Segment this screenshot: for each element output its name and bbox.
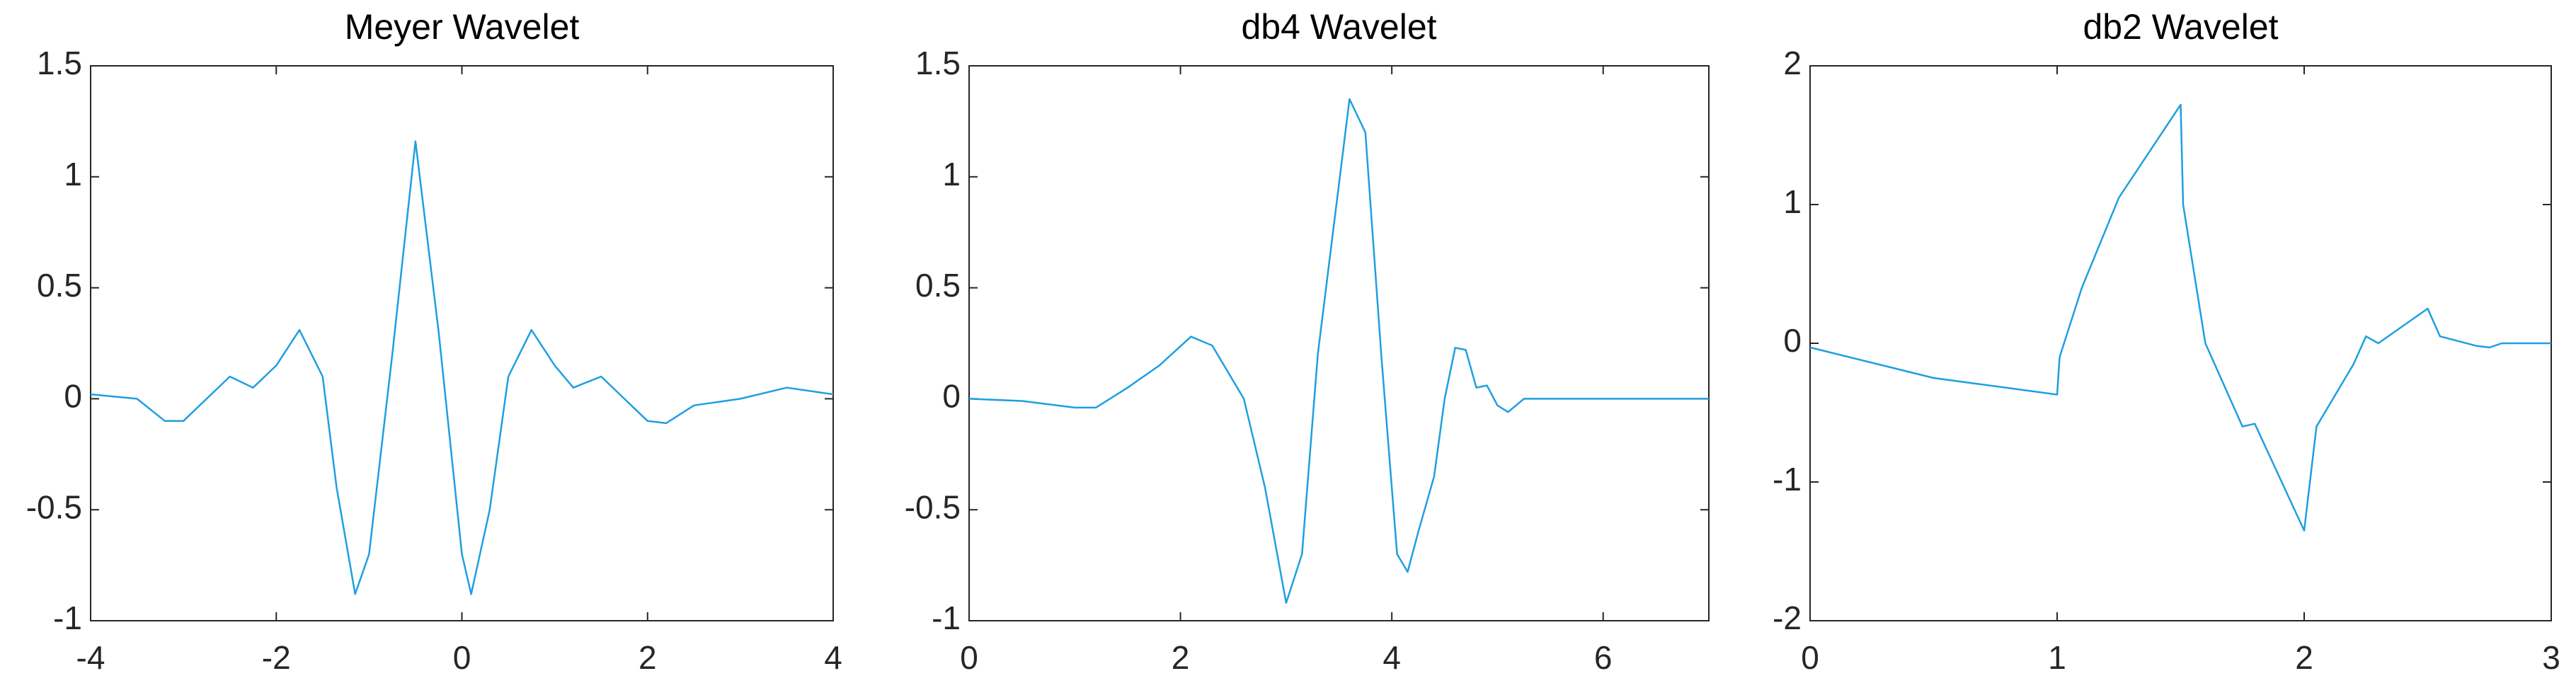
x-tick-label: 2 <box>2295 639 2313 676</box>
y-tick-label: 1.5 <box>915 45 961 81</box>
data-line <box>90 140 834 595</box>
y-tick-label: -0.5 <box>26 488 82 525</box>
x-tick-label: 4 <box>824 639 842 676</box>
y-tick-label: 1 <box>1783 183 1802 220</box>
x-tick-label: -4 <box>76 639 105 676</box>
y-tick-label: -1 <box>1773 461 1802 498</box>
axes-box <box>90 65 834 621</box>
y-tick-label: 1.5 <box>37 45 82 81</box>
chart-title: db2 Wavelet <box>2083 7 2278 47</box>
axes-box <box>968 65 1710 621</box>
y-tick-label: 1 <box>64 156 82 193</box>
x-tick-label: 2 <box>1172 639 1190 676</box>
y-tick-label: 1 <box>942 156 961 193</box>
x-tick-label: 0 <box>1801 639 1819 676</box>
y-tick-label: 2 <box>1783 45 1802 81</box>
y-tick-label: -0.5 <box>905 488 961 525</box>
chart-title: Meyer Wavelet <box>345 7 580 47</box>
y-tick-label: 0 <box>1783 322 1802 359</box>
x-tick-label: 4 <box>1383 639 1401 676</box>
y-tick-label: -1 <box>53 599 82 636</box>
data-line <box>968 98 1709 604</box>
y-tick-label: 0.5 <box>37 267 82 304</box>
x-tick-label: -2 <box>262 639 291 676</box>
x-tick-label: 1 <box>2048 639 2066 676</box>
y-tick-label: -2 <box>1773 599 1802 636</box>
x-tick-label: 0 <box>960 639 978 676</box>
x-tick-label: 6 <box>1594 639 1613 676</box>
y-tick-label: -1 <box>932 599 961 636</box>
x-tick-label: 2 <box>639 639 657 676</box>
data-line <box>1809 103 2551 532</box>
axes-box <box>1809 65 2552 621</box>
x-tick-label: 0 <box>453 639 471 676</box>
y-tick-label: 0 <box>942 378 961 415</box>
y-tick-label: 0 <box>64 378 82 415</box>
chart-title: db4 Wavelet <box>1241 7 1436 47</box>
x-tick-label: 3 <box>2542 639 2560 676</box>
y-tick-label: 0.5 <box>915 267 961 304</box>
